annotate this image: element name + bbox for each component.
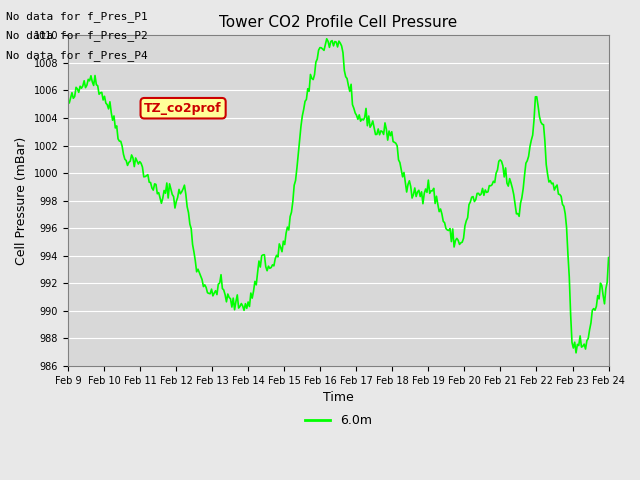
Text: No data for f_Pres_P2: No data for f_Pres_P2 [6, 30, 148, 41]
X-axis label: Time: Time [323, 391, 354, 404]
Text: No data for f_Pres_P1: No data for f_Pres_P1 [6, 11, 148, 22]
Y-axis label: Cell Pressure (mBar): Cell Pressure (mBar) [15, 136, 28, 265]
Legend: 6.0m: 6.0m [300, 409, 377, 432]
Title: Tower CO2 Profile Cell Pressure: Tower CO2 Profile Cell Pressure [219, 15, 458, 30]
Text: TZ_co2prof: TZ_co2prof [144, 102, 222, 115]
Text: No data for f_Pres_P4: No data for f_Pres_P4 [6, 49, 148, 60]
